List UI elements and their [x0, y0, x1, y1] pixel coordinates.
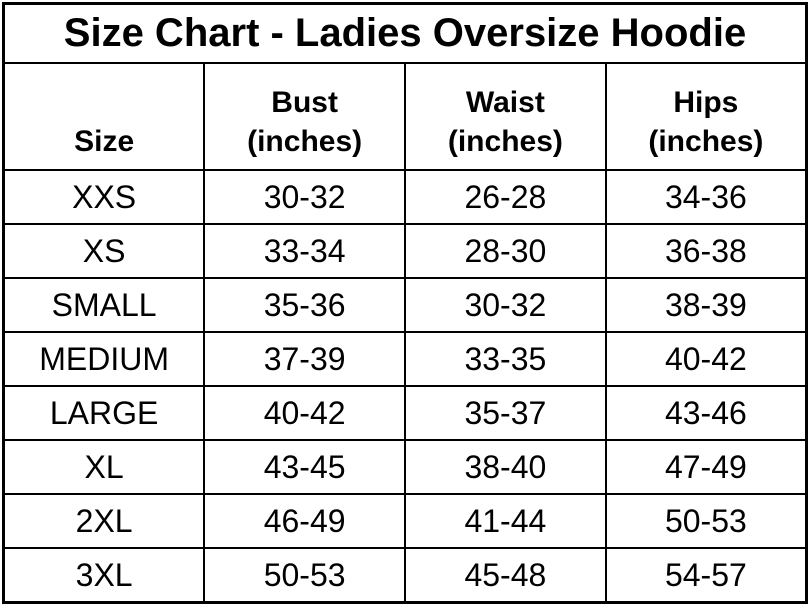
- table-row: XXS 30-32 26-28 34-36: [2, 169, 808, 225]
- cell-size: 3XL: [2, 547, 206, 604]
- cell-hips: 36-38: [604, 223, 808, 279]
- cell-hips: 40-42: [604, 331, 808, 387]
- cell-waist: 38-40: [404, 439, 607, 495]
- cell-bust: 46-49: [203, 493, 406, 549]
- col-header-hips-unit: (inches): [648, 125, 764, 159]
- cell-waist: 33-35: [404, 331, 607, 387]
- cell-bust: 40-42: [203, 385, 406, 441]
- cell-bust: 50-53: [203, 547, 406, 604]
- table-row: XL 43-45 38-40 47-49: [2, 439, 808, 495]
- cell-bust: 43-45: [203, 439, 406, 495]
- col-header-size: Size: [2, 62, 206, 171]
- cell-waist: 30-32: [404, 277, 607, 333]
- table-row: 2XL 46-49 41-44 50-53: [2, 493, 808, 549]
- col-header-waist-unit: (inches): [447, 125, 563, 159]
- cell-bust: 35-36: [203, 277, 406, 333]
- col-header-bust: Bust (inches): [203, 62, 406, 171]
- col-header-bust-label: Bust: [271, 85, 338, 119]
- col-header-hips: Hips (inches): [604, 62, 808, 171]
- table-row: XS 33-34 28-30 36-38: [2, 223, 808, 279]
- table-row: SMALL 35-36 30-32 38-39: [2, 277, 808, 333]
- col-header-waist: Waist (inches): [404, 62, 607, 171]
- cell-size: 2XL: [2, 493, 206, 549]
- cell-bust: 30-32: [203, 169, 406, 225]
- col-header-hips-label: Hips: [673, 85, 739, 119]
- cell-size: LARGE: [2, 385, 206, 441]
- cell-hips: 38-39: [604, 277, 808, 333]
- cell-waist: 35-37: [404, 385, 607, 441]
- title-row: Size Chart - Ladies Oversize Hoodie: [2, 2, 808, 64]
- cell-hips: 47-49: [604, 439, 808, 495]
- cell-waist: 28-30: [404, 223, 607, 279]
- table-row: 3XL 50-53 45-48 54-57: [2, 547, 808, 604]
- cell-size: XXS: [2, 169, 206, 225]
- cell-hips: 43-46: [604, 385, 808, 441]
- col-header-size-label: Size: [74, 125, 135, 159]
- cell-size: XL: [2, 439, 206, 495]
- cell-waist: 26-28: [404, 169, 607, 225]
- cell-hips: 34-36: [604, 169, 808, 225]
- col-header-bust-unit: (inches): [247, 125, 363, 159]
- cell-size: SMALL: [2, 277, 206, 333]
- cell-size: MEDIUM: [2, 331, 206, 387]
- cell-waist: 41-44: [404, 493, 607, 549]
- table-row: LARGE 40-42 35-37 43-46: [2, 385, 808, 441]
- header-row: Size Bust (inches) Waist (inches) Hips (…: [2, 62, 808, 171]
- table-row: MEDIUM 37-39 33-35 40-42: [2, 331, 808, 387]
- cell-bust: 33-34: [203, 223, 406, 279]
- cell-size: XS: [2, 223, 206, 279]
- page-title: Size Chart - Ladies Oversize Hoodie: [2, 2, 808, 64]
- cell-waist: 45-48: [404, 547, 607, 604]
- col-header-waist-label: Waist: [465, 85, 545, 119]
- cell-bust: 37-39: [203, 331, 406, 387]
- cell-hips: 54-57: [604, 547, 808, 604]
- cell-hips: 50-53: [604, 493, 808, 549]
